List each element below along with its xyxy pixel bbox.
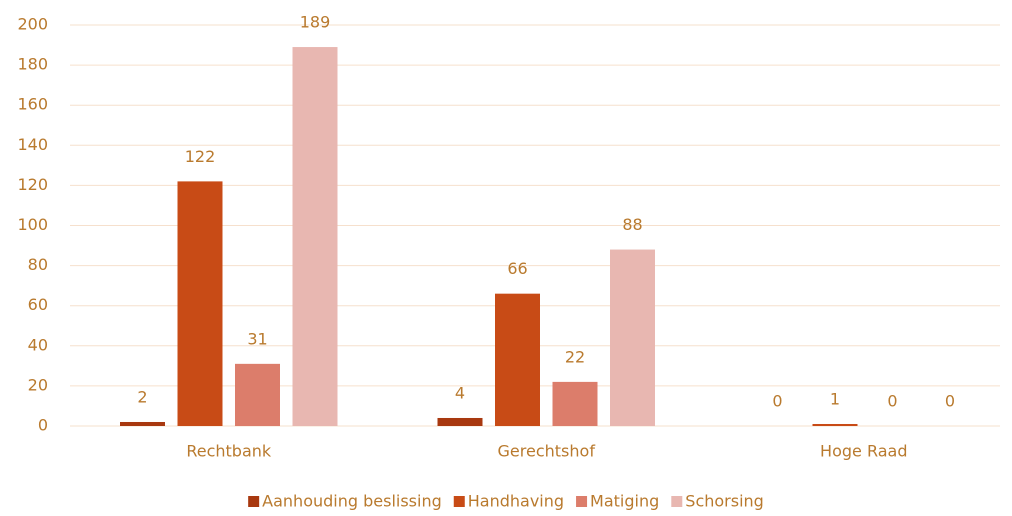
value-label: 2	[137, 387, 147, 406]
value-label: 122	[185, 147, 216, 166]
bar	[292, 47, 338, 427]
bar	[552, 381, 598, 426]
legend-label: Schorsing	[685, 492, 764, 511]
value-label: 0	[945, 392, 955, 411]
bar	[120, 421, 165, 426]
y-tick-label: 20	[28, 375, 48, 394]
value-label: 22	[565, 347, 585, 366]
y-tick-label: 120	[17, 175, 48, 194]
value-label: 0	[772, 392, 782, 411]
legend-label: Handhaving	[468, 492, 564, 511]
legend-swatch	[248, 496, 260, 507]
value-label: 1	[830, 389, 840, 408]
y-tick-label: 160	[17, 95, 48, 114]
value-label: 4	[455, 383, 465, 402]
bar	[812, 423, 858, 426]
bar	[235, 363, 280, 426]
y-tick-label: 0	[38, 416, 48, 435]
y-tick-label: 140	[17, 135, 48, 154]
bar	[177, 181, 223, 426]
x-tick-label: Hoge Raad	[820, 442, 907, 461]
legend-swatch	[576, 496, 588, 507]
x-tick-label: Gerechtshof	[498, 442, 596, 461]
bar	[437, 417, 483, 426]
y-tick-label: 80	[28, 255, 48, 274]
value-label: 189	[300, 13, 331, 32]
x-tick-label: Rechtbank	[186, 442, 272, 461]
y-tick-label: 200	[17, 15, 48, 34]
y-tick-label: 100	[17, 215, 48, 234]
y-tick-label: 60	[28, 295, 48, 314]
y-tick-label: 180	[17, 55, 48, 74]
legend-swatch	[671, 496, 683, 507]
value-label: 0	[887, 392, 897, 411]
value-label: 31	[247, 329, 267, 348]
value-label: 66	[507, 259, 527, 278]
bar	[495, 293, 540, 426]
legend-label: Matiging	[590, 492, 659, 511]
y-tick-label: 40	[28, 335, 48, 354]
legend-swatch	[453, 496, 465, 507]
value-label: 88	[622, 215, 642, 234]
bar	[610, 249, 655, 426]
legend-label: Aanhouding beslissing	[262, 492, 442, 511]
